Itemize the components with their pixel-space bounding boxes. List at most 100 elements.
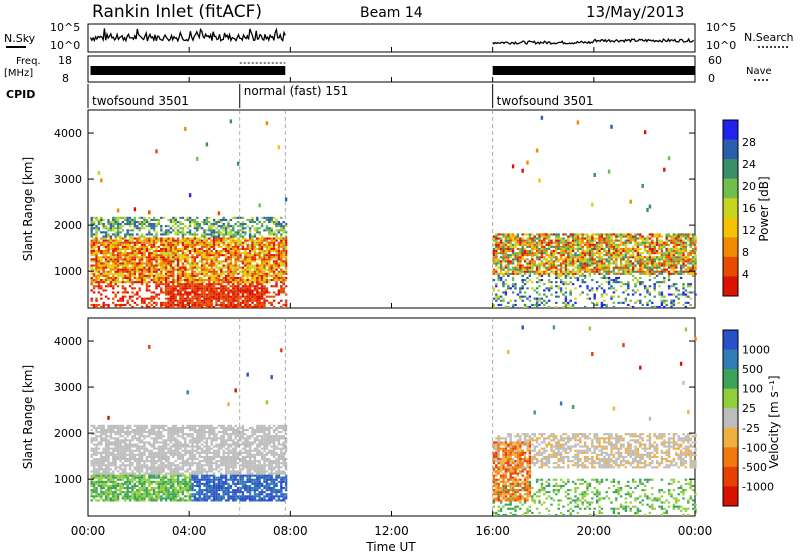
heatmap-cell xyxy=(124,497,127,500)
heatmap-cell xyxy=(116,233,120,236)
heatmap-cell xyxy=(564,274,568,277)
heatmap-cell xyxy=(497,272,500,275)
freq-label: Freq. xyxy=(16,56,41,67)
heatmap-cell xyxy=(543,272,546,275)
heatmap-cell xyxy=(557,241,560,244)
heatmap-cell xyxy=(691,237,695,240)
heatmap-cell xyxy=(92,460,96,463)
heatmap-cell xyxy=(265,254,269,257)
heatmap-cell xyxy=(555,276,558,279)
heatmap-cell xyxy=(538,303,541,306)
heatmap-cell xyxy=(227,250,230,253)
heatmap-cell xyxy=(164,293,168,296)
heatmap-cell xyxy=(282,279,285,282)
heatmap-cell xyxy=(152,229,156,232)
heatmap-cell xyxy=(172,258,175,261)
heatmap-cell xyxy=(670,285,673,288)
heatmap-cell xyxy=(176,268,180,271)
heatmap-cell xyxy=(121,274,125,277)
velocity-heatmap xyxy=(90,318,697,516)
heatmap-cell xyxy=(562,250,565,253)
heatmap-cell xyxy=(615,235,618,238)
heatmap-cell xyxy=(636,262,640,265)
heatmap-cell xyxy=(140,245,144,248)
heatmap-cell xyxy=(100,487,103,490)
heatmap-cell xyxy=(121,260,125,263)
heatmap-cell xyxy=(251,272,254,275)
heatmap-cell xyxy=(687,283,690,286)
heatmap-cell xyxy=(531,268,534,271)
heatmap-cell xyxy=(586,247,589,250)
heatmap-cell xyxy=(114,250,117,253)
heatmap-cell xyxy=(97,279,101,282)
heatmap-cell xyxy=(617,270,620,273)
heatmap-cell xyxy=(181,303,185,306)
heatmap-cell xyxy=(128,270,132,273)
heatmap-cell xyxy=(179,250,182,253)
heatmap-cell xyxy=(152,227,156,230)
heatmap-cell xyxy=(564,270,568,273)
heatmap-cell xyxy=(164,272,168,275)
heatmap-cell xyxy=(617,256,620,259)
heatmap-cell xyxy=(174,256,177,259)
heatmap-cell xyxy=(239,295,242,298)
heatmap-cell xyxy=(234,254,237,257)
heatmap-cell xyxy=(140,243,144,246)
heatmap-cell xyxy=(155,218,158,221)
heatmap-cell xyxy=(198,260,201,263)
heatmap-cell xyxy=(535,305,539,308)
heatmap-cell xyxy=(121,285,125,288)
heatmap-cell xyxy=(95,499,98,502)
heatmap-cell xyxy=(569,299,572,302)
heatmap-cell xyxy=(248,247,252,250)
heatmap-cell xyxy=(208,221,211,224)
heatmap-cell xyxy=(145,305,149,308)
heatmap-cell xyxy=(114,283,117,286)
heatmap-cell xyxy=(246,287,249,290)
heatmap-cell xyxy=(270,231,273,234)
heatmap-cell xyxy=(205,233,209,236)
heatmap-cell xyxy=(619,241,623,244)
heatmap-cell xyxy=(533,243,536,246)
heatmap-cell xyxy=(687,295,690,298)
nsky-tick-bottom: 10^0 xyxy=(50,39,80,52)
heatmap-cell xyxy=(210,223,213,226)
heatmap-cell xyxy=(284,268,288,271)
heatmap-cell xyxy=(222,297,225,300)
heatmap-cell xyxy=(114,480,117,483)
heatmap-cell xyxy=(507,258,510,261)
heatmap-cell xyxy=(603,247,606,250)
heatmap-cell xyxy=(136,227,139,230)
heatmap-cell xyxy=(116,299,120,302)
heatmap-cell xyxy=(576,254,580,257)
heatmap-cell xyxy=(694,266,697,269)
heatmap-cell xyxy=(229,243,233,246)
heatmap-cell xyxy=(251,241,254,244)
heatmap-cell xyxy=(232,279,235,282)
heatmap-cell xyxy=(234,247,237,250)
heatmap-cell xyxy=(97,223,101,226)
heatmap-cell xyxy=(540,233,544,236)
heatmap-cell xyxy=(665,270,668,273)
heatmap-cell xyxy=(535,272,539,275)
heatmap-cell xyxy=(90,241,93,244)
heatmap-cell xyxy=(284,250,288,253)
heatmap-cell xyxy=(208,297,211,300)
heatmap-cell xyxy=(176,254,180,257)
heatmap-cell xyxy=(97,268,101,271)
heatmap-cell xyxy=(552,270,556,273)
heatmap-cell xyxy=(95,462,98,465)
heatmap-cell xyxy=(256,303,259,306)
heatmap-cell xyxy=(119,270,122,273)
heatmap-cell xyxy=(92,291,96,294)
heatmap-cell xyxy=(610,245,613,248)
heatmap-cell xyxy=(244,233,247,236)
heatmap-cell xyxy=(675,272,678,275)
heatmap-cell xyxy=(677,239,680,242)
heatmap-cell xyxy=(128,472,132,475)
heatmap-cell xyxy=(591,289,594,292)
heatmap-cell xyxy=(514,245,517,248)
heatmap-cell xyxy=(526,250,529,253)
heatmap-cell xyxy=(193,225,197,228)
heatmap-cell xyxy=(636,241,640,244)
